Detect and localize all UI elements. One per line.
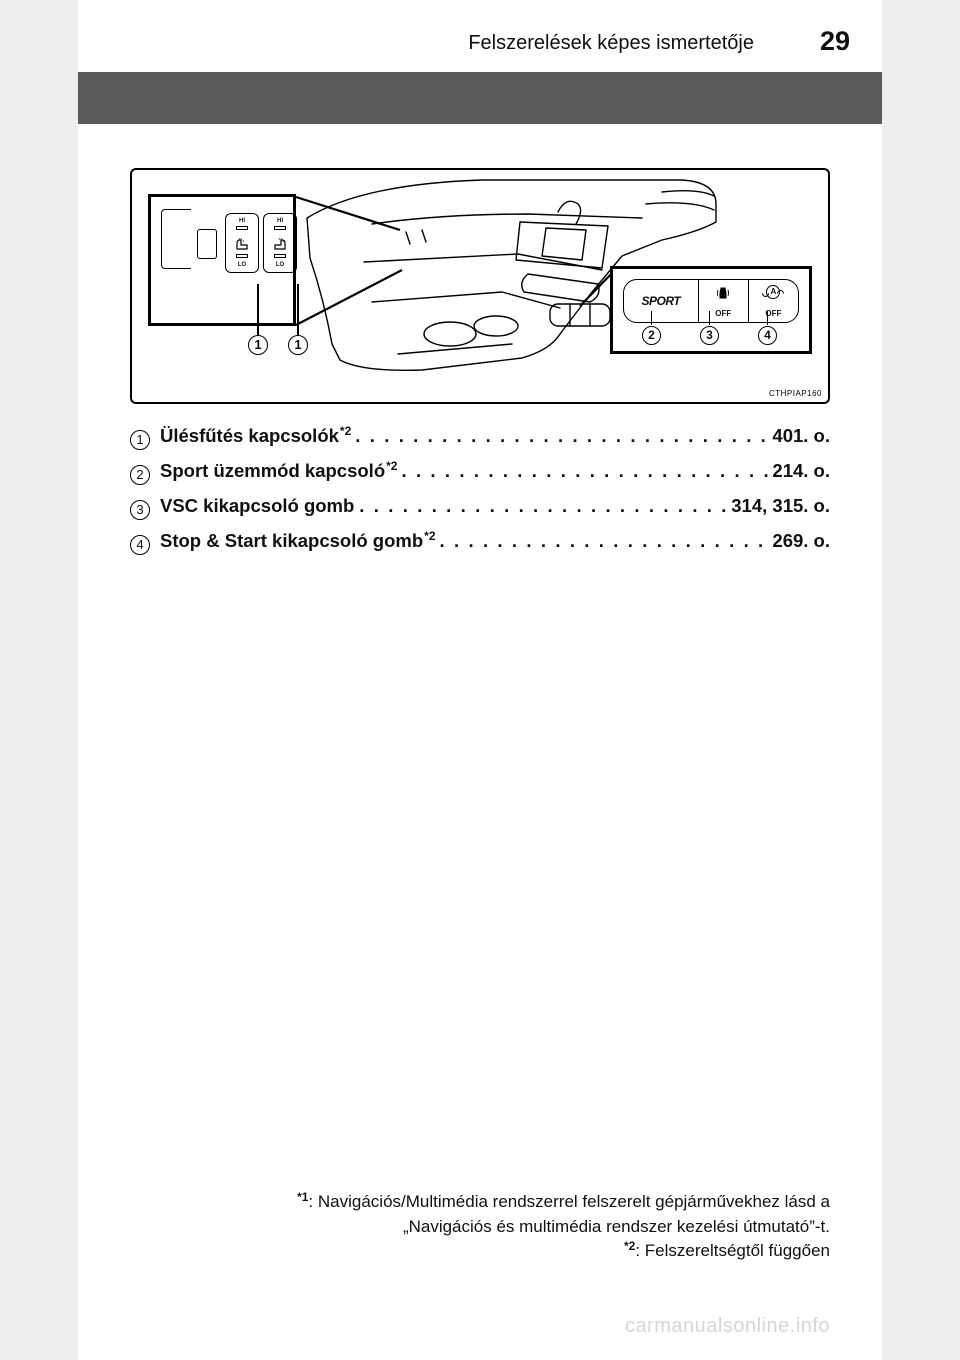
watermark: carmanualsonline.info <box>625 1315 830 1338</box>
legend-label: VSC kikapcsoló gomb <box>160 488 354 523</box>
panel-slot-outline <box>197 229 217 259</box>
leader-dots: . . . . . . . . . . . . . . . . . . . . … <box>355 488 731 523</box>
legend-row: 2 Sport üzemmód kapcsoló *2 . . . . . . … <box>130 453 830 488</box>
lo-label: LO <box>276 262 284 268</box>
leader-dots: . . . . . . . . . . . . . . . . . . . . … <box>436 523 773 558</box>
button-cluster-panel: SPORT OFF <box>610 266 812 354</box>
figure: HI LO HI <box>130 168 830 404</box>
seat-heater-icon <box>272 238 288 250</box>
panel-door-outline <box>161 209 191 269</box>
footnote-text: : Felszereltségtől függően <box>635 1241 830 1260</box>
legend-row: 3 VSC kikapcsoló gomb . . . . . . . . . … <box>130 488 830 523</box>
legend-label: Ülésfűtés kapcsolók <box>160 418 339 453</box>
seat-heater-icon <box>234 238 250 250</box>
seat-heater-panel: HI LO HI <box>148 194 296 326</box>
sport-mode-button: SPORT <box>624 280 699 322</box>
lo-label: LO <box>238 262 246 268</box>
footnote-1: *1: Navigációs/Multimédia rendszerrel fe… <box>130 1190 830 1215</box>
legend-list: 1 Ülésfűtés kapcsolók *2 . . . . . . . .… <box>130 418 830 559</box>
page-header: Felszerelések képes ismertetője 29 <box>78 0 882 72</box>
leader-line <box>257 284 259 336</box>
leader-dots: . . . . . . . . . . . . . . . . . . . . … <box>397 453 772 488</box>
footnote-2: *2: Felszereltségtől függően <box>130 1239 830 1264</box>
vsc-car-icon <box>717 286 729 300</box>
footnote-mark: *2 <box>340 420 351 443</box>
off-label: OFF <box>715 309 731 318</box>
legend-number: 1 <box>130 430 150 450</box>
header-bar <box>78 72 882 124</box>
callout-1: 1 <box>288 335 308 355</box>
page-ref: 401. o. <box>772 418 830 453</box>
footnote-1-cont: „Navigációs és multimédia rendszer kezel… <box>130 1215 830 1240</box>
footnote-mark: *2 <box>386 455 397 478</box>
footnote-mark: *2 <box>424 525 435 548</box>
footnotes: *1: Navigációs/Multimédia rendszerrel fe… <box>130 1190 830 1264</box>
seat-heater-switch-right: HI LO <box>263 213 297 273</box>
legend-label: Sport üzemmód kapcsoló <box>160 453 385 488</box>
figure-id: CTHPIAP160 <box>769 389 822 398</box>
a-off-icon: A <box>766 285 780 299</box>
content: HI LO HI <box>78 124 882 559</box>
legend-label: Stop & Start kikapcsoló gomb <box>160 523 423 558</box>
legend-number: 4 <box>130 535 150 555</box>
leader-line <box>297 284 299 336</box>
legend-row: 1 Ülésfűtés kapcsolók *2 . . . . . . . .… <box>130 418 830 453</box>
leader-dots: . . . . . . . . . . . . . . . . . . . . … <box>351 418 772 453</box>
hi-label: HI <box>277 218 283 224</box>
page-ref: 269. o. <box>772 523 830 558</box>
leader-line <box>709 311 711 325</box>
callout-3: 3 <box>700 326 719 345</box>
legend-number: 3 <box>130 500 150 520</box>
footnote-mark: *2 <box>624 1239 635 1253</box>
page-ref: 314, 315. o. <box>731 488 830 523</box>
legend-number: 2 <box>130 465 150 485</box>
legend-row: 4 Stop & Start kikapcsoló gomb *2 . . . … <box>130 523 830 558</box>
leader-line <box>651 311 653 325</box>
vsc-off-button: OFF <box>699 280 749 322</box>
page-ref: 214. o. <box>772 453 830 488</box>
footnote-text: : Navigációs/Multimédia rendszerrel fels… <box>308 1192 830 1211</box>
page-number: 29 <box>820 26 850 57</box>
callout-4: 4 <box>758 326 777 345</box>
section-title: Felszerelések képes ismertetője <box>468 32 754 55</box>
stop-start-off-button: A OFF <box>749 280 798 322</box>
callout-2: 2 <box>642 326 661 345</box>
seat-heater-switch-left: HI LO <box>225 213 259 273</box>
hi-label: HI <box>239 218 245 224</box>
page: Felszerelések képes ismertetője 29 <box>78 0 882 1360</box>
leader-line <box>767 311 769 325</box>
footnote-mark: *1 <box>297 1190 308 1204</box>
sport-label: SPORT <box>642 294 681 308</box>
button-group: SPORT OFF <box>623 279 799 323</box>
callout-1: 1 <box>248 335 268 355</box>
